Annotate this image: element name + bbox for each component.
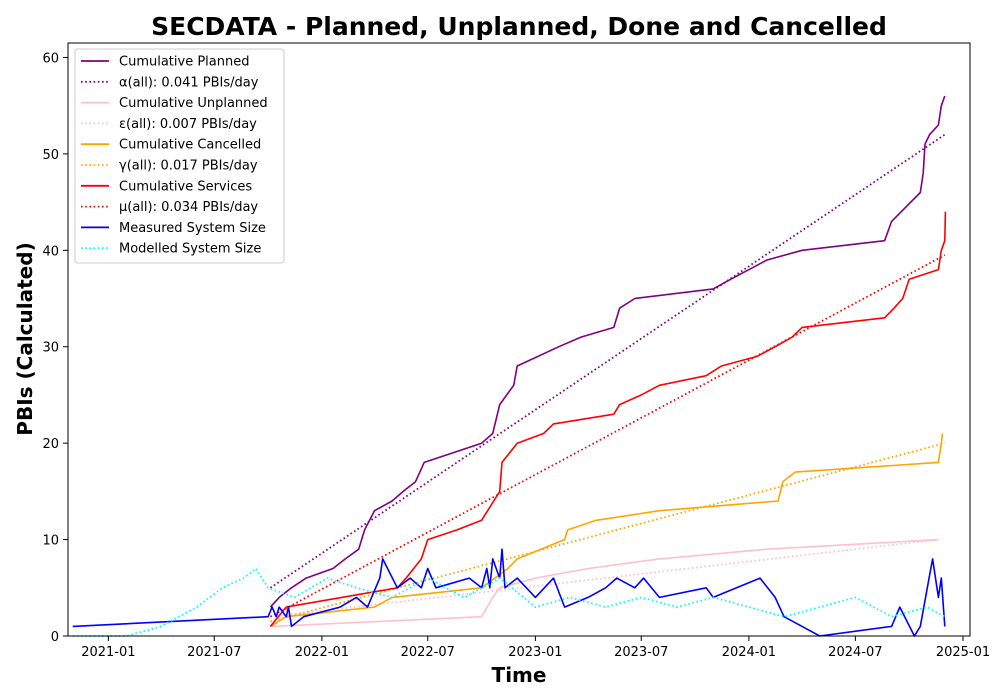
series-line-cumulative-unplanned [270, 538, 939, 628]
series-line-measured-system-size [72, 548, 946, 637]
y-tick-label: 10 [42, 534, 59, 549]
x-axis-label: Time [492, 663, 547, 687]
x-tick-label: 2025-01 [936, 645, 990, 660]
legend-entry-label: γ(all): 0.017 PBIs/day [119, 159, 258, 174]
y-tick-label: 50 [42, 148, 59, 163]
legend-entry-label: Cumulative Services [119, 179, 252, 194]
y-tick-label: 30 [42, 341, 59, 356]
x-tick-label: 2023-01 [508, 645, 562, 660]
x-tick-label: 2024-01 [722, 645, 776, 660]
x-tick-label: 2022-07 [401, 645, 455, 660]
series-line-all-0-007-pbis-day [270, 538, 939, 618]
y-axis-label: PBIs (Calculated) [13, 242, 37, 435]
series-line-all-0-034-pbis-day [269, 254, 946, 618]
legend-box [74, 48, 285, 264]
plot-frame [67, 42, 971, 637]
y-tick-label: 0 [51, 630, 59, 645]
series-line-cumulative-cancelled [269, 433, 944, 628]
legend-entry-label: Cumulative Unplanned [119, 96, 268, 111]
legend-entry-label: Cumulative Planned [119, 55, 249, 70]
x-axis-ticks: 2021-01 2021-07 2022-01 2022-07 2023-01 2023-… [81, 636, 990, 660]
y-axis-ticks: 0 10 20 30 40 50 60 [42, 51, 68, 645]
series-line-all-0-041-pbis-day [269, 133, 946, 589]
legend-entry-label: α(all): 0.041 PBIs/day [119, 75, 259, 90]
legend-entry-label: Modelled System Size [119, 242, 261, 257]
x-tick-label: 2021-01 [81, 645, 135, 660]
series-line-modelled-system-size [72, 567, 946, 637]
series-line-cumulative-planned [269, 95, 946, 608]
y-tick-label: 60 [42, 51, 59, 66]
x-tick-label: 2022-01 [295, 645, 349, 660]
legend-entry-label: Cumulative Cancelled [119, 138, 261, 153]
y-tick-label: 40 [42, 244, 59, 259]
legend-entry-label: μ(all): 0.034 PBIs/day [119, 200, 258, 215]
chart-title: SECDATA - Planned, Unplanned, Done and C… [151, 12, 887, 41]
x-tick-label: 2024-07 [828, 645, 882, 660]
x-tick-label: 2023-07 [614, 645, 668, 660]
legend-entry-label: ε(all): 0.007 PBIs/day [119, 117, 257, 132]
series-line-cumulative-services [269, 211, 947, 627]
legend: Cumulative Planned α(all): 0.041 PBIs/day… [74, 48, 285, 264]
y-tick-label: 20 [42, 437, 59, 452]
series-line-all-0-017-pbis-day [270, 442, 946, 623]
legend-entry-label: Measured System Size [119, 221, 266, 236]
x-tick-label: 2021-07 [187, 645, 241, 660]
plot-series-group [72, 95, 947, 637]
